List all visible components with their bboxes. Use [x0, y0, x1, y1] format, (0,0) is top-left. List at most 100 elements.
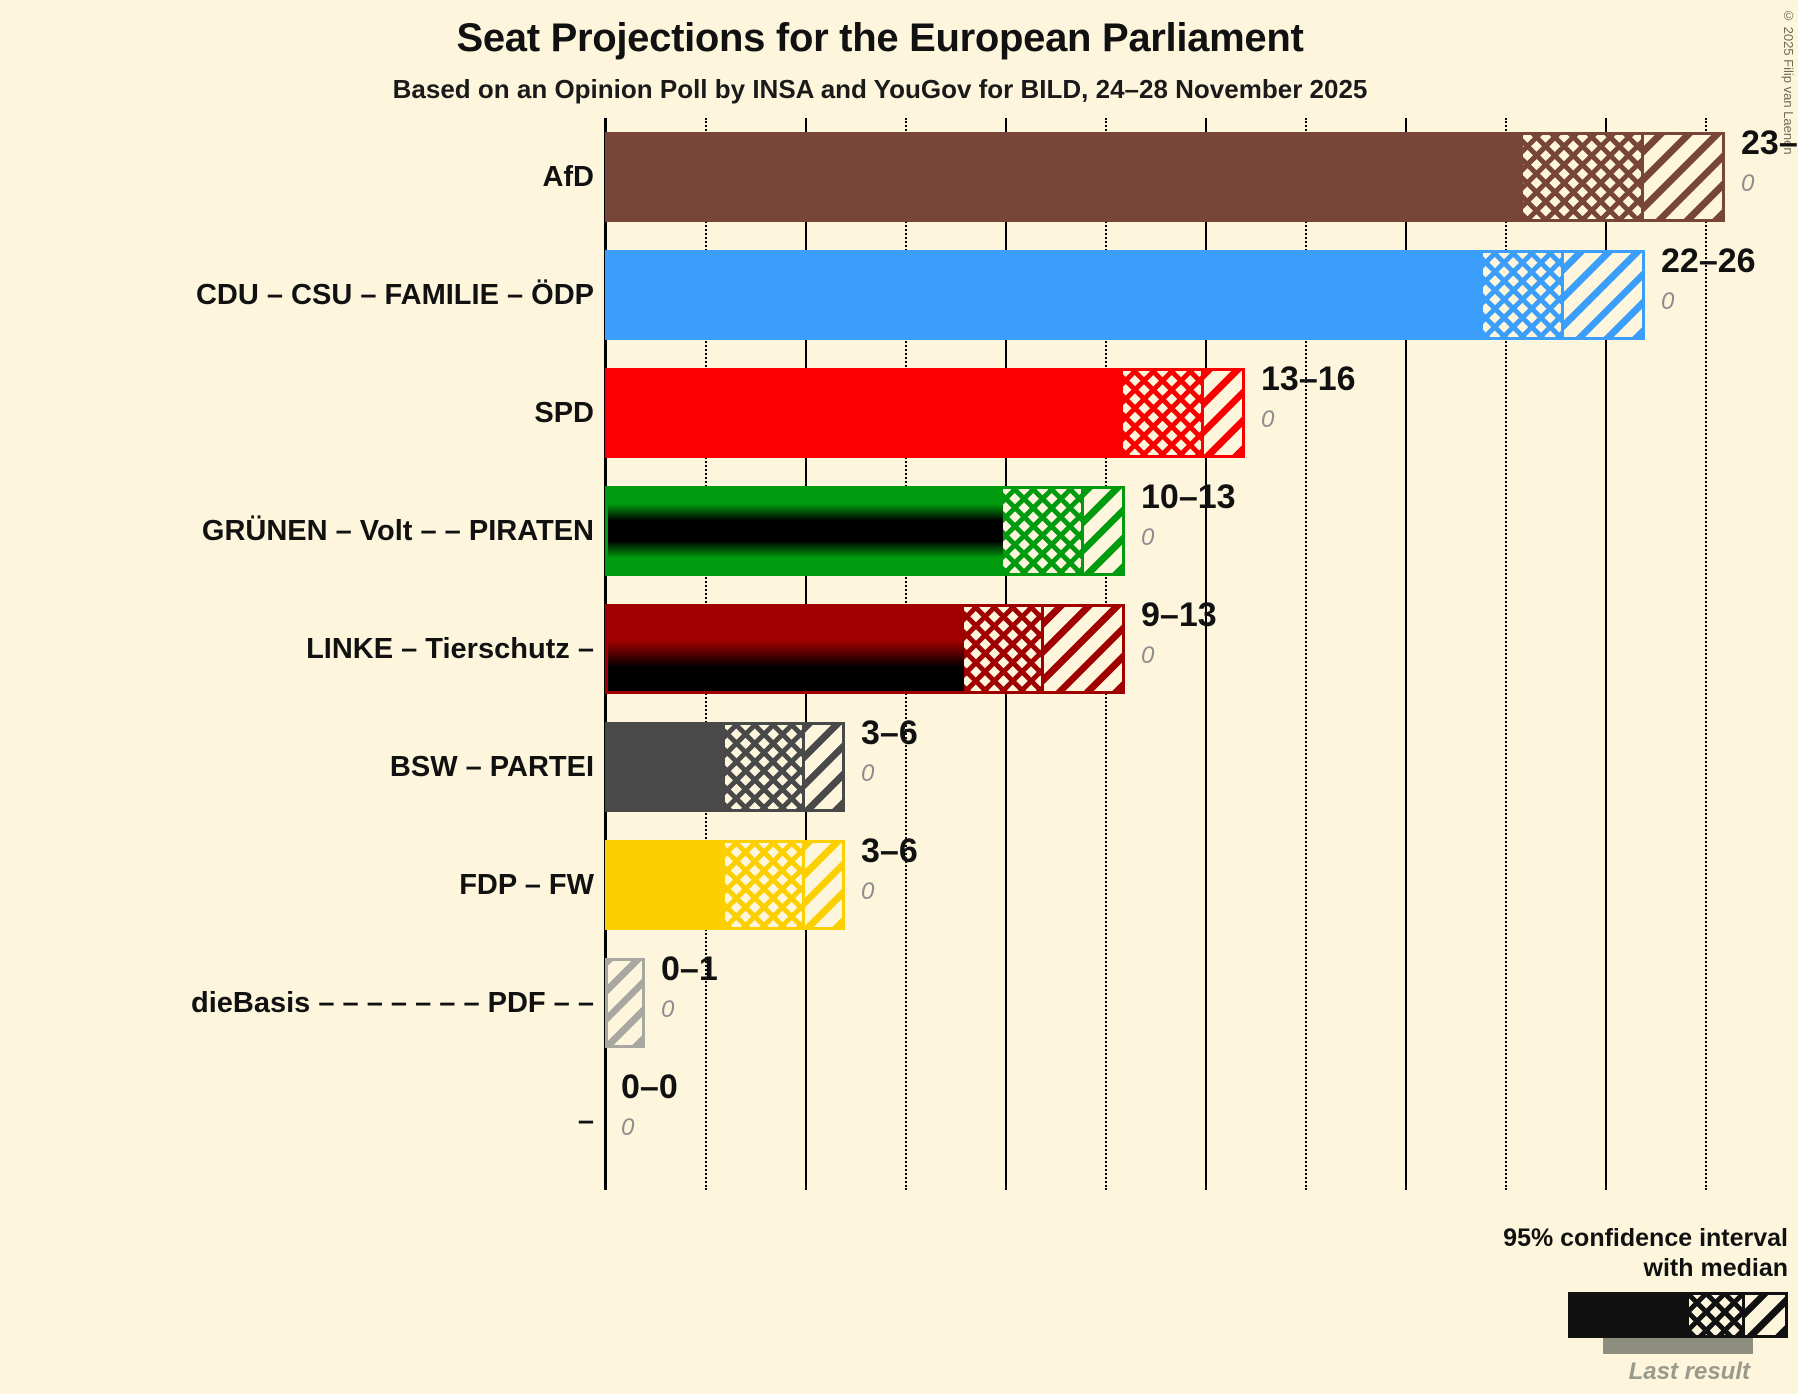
- legend-segment-median: [1688, 1295, 1743, 1335]
- row-label: SPD: [534, 397, 594, 429]
- bar-segment-high: [1562, 253, 1642, 337]
- bar: [605, 250, 1645, 340]
- bar-segment-low: [608, 489, 1004, 573]
- bar-segments: [608, 725, 842, 809]
- last-result-value: 0: [861, 760, 875, 787]
- bar-row: –0–0 0: [0, 1062, 1798, 1180]
- bar-segment-low: [608, 843, 725, 927]
- bar-segments: [608, 961, 642, 1045]
- copyright-notice: © 2025 Filip van Laenen: [1781, 8, 1796, 155]
- bar: [605, 604, 1125, 694]
- chart-subtitle: Based on an Opinion Poll by INSA and You…: [392, 74, 1368, 104]
- row-label: AfD: [542, 161, 594, 193]
- median-divider: [1080, 489, 1084, 573]
- bar-row: BSW – PARTEI 3–6 0: [0, 708, 1798, 826]
- value-label: 10–13: [1141, 478, 1236, 516]
- last-result-value: 0: [1141, 524, 1155, 551]
- legend-median-divider: [1742, 1295, 1746, 1335]
- bar-segment-median: [1123, 371, 1203, 455]
- bar-segment-median: [1523, 135, 1643, 219]
- value-label: 9–13: [1141, 596, 1217, 634]
- bar-segment-high: [1082, 489, 1122, 573]
- row-label: LINKE – Tierschutz –: [306, 633, 594, 665]
- legend: 95% confidence interval with median Last…: [1458, 1224, 1788, 1386]
- bar: [605, 132, 1725, 222]
- bar-segment-median: [963, 607, 1043, 691]
- legend-title-line1: 95% confidence interval: [1503, 1224, 1788, 1252]
- value-label: 22–26: [1661, 242, 1756, 280]
- gridline-dotted: [1505, 118, 1507, 1190]
- bar-segments: [608, 135, 1722, 219]
- value-label: 23–28: [1741, 124, 1798, 162]
- bar-segment-high: [803, 843, 842, 927]
- bar-segment-high: [1642, 135, 1722, 219]
- value-label: 13–16: [1261, 360, 1356, 398]
- median-divider: [801, 843, 805, 927]
- bar-segment-high: [803, 725, 842, 809]
- bar-segments: [608, 253, 1642, 337]
- bar-segment-low: [608, 371, 1124, 455]
- row-label: dieBasis – – – – – – – PDF – –: [190, 987, 594, 1019]
- gridline-solid: [1605, 118, 1607, 1190]
- last-result-value: 0: [1741, 170, 1755, 197]
- median-divider: [1200, 371, 1204, 455]
- bar: [605, 486, 1125, 576]
- bar: [605, 722, 845, 812]
- last-result-value: 0: [661, 996, 675, 1023]
- bar-row: AfD 23–28 0: [0, 118, 1798, 236]
- last-result-value: 0: [1141, 642, 1155, 669]
- bar-row: GRÜNEN – Volt – – PIRATEN 10–13 0: [0, 472, 1798, 590]
- row-label: CDU – CSU – FAMILIE – ÖDP: [195, 279, 594, 311]
- row-label: BSW – PARTEI: [389, 751, 594, 783]
- legend-segment-low: [1571, 1295, 1689, 1335]
- last-result-value: 0: [861, 878, 875, 905]
- bar-segment-high: [1042, 607, 1122, 691]
- gridline-solid: [1405, 118, 1407, 1190]
- bar-segment-high: [1202, 371, 1242, 455]
- bar-segment-low: [608, 607, 964, 691]
- bar-row: CDU – CSU – FAMILIE – ÖDP 22–26 0: [0, 236, 1798, 354]
- legend-segment-high: [1742, 1295, 1785, 1335]
- bar-row: FDP – FW 3–6 0: [0, 826, 1798, 944]
- bar: [605, 840, 845, 930]
- last-result-value: 0: [621, 1114, 635, 1141]
- bar-segment-low: [608, 253, 1483, 337]
- gridline-dotted: [1705, 118, 1707, 1190]
- bar-segment-median: [1003, 489, 1083, 573]
- chart-title: Seat Projections for the European Parlia…: [456, 16, 1304, 60]
- row-label: –: [577, 1105, 594, 1137]
- legend-last-result-bar: [1603, 1338, 1753, 1354]
- legend-title-line2: with median: [1643, 1253, 1788, 1282]
- bar: [605, 958, 645, 1048]
- bar-segment-median: [1482, 253, 1563, 337]
- bar-segments: [608, 843, 842, 927]
- median-divider: [1560, 253, 1564, 337]
- median-divider: [1041, 607, 1045, 691]
- legend-sample-bar: [1568, 1292, 1788, 1338]
- row-label: FDP – FW: [459, 869, 594, 901]
- bar-row: dieBasis – – – – – – – PDF – – 0–1 0: [0, 944, 1798, 1062]
- bar-segments: [608, 489, 1122, 573]
- bar-segment-low: [608, 725, 725, 809]
- bar: [605, 368, 1245, 458]
- bar-row: LINKE – Tierschutz – 9–13 0: [0, 590, 1798, 708]
- median-divider: [1640, 135, 1644, 219]
- value-label: 0–0: [621, 1068, 678, 1106]
- legend-last-result-label: Last result: [1628, 1358, 1750, 1385]
- bar-row: SPD 13–16 0: [0, 354, 1798, 472]
- value-label: 3–6: [861, 714, 918, 752]
- bar-segments: [608, 371, 1242, 455]
- bar-segment-median: [725, 725, 803, 809]
- last-result-value: 0: [1661, 288, 1675, 315]
- bar-segment-median: [725, 843, 803, 927]
- value-label: 3–6: [861, 832, 918, 870]
- row-label: GRÜNEN – Volt – – PIRATEN: [201, 515, 594, 547]
- bar-segment-low: [608, 135, 1524, 219]
- median-divider: [801, 725, 805, 809]
- bar-segments: [608, 607, 1122, 691]
- value-label: 0–1: [661, 950, 718, 988]
- gridline-dotted: [1305, 118, 1307, 1190]
- last-result-value: 0: [1261, 406, 1275, 433]
- gridline-solid: [1205, 118, 1207, 1190]
